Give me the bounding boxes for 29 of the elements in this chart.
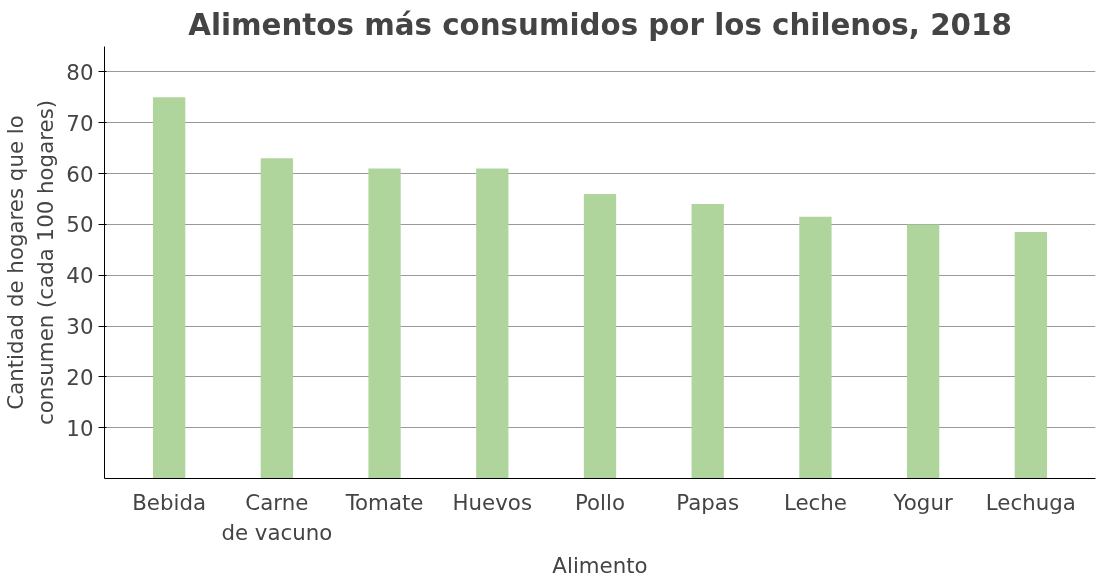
bar [368, 168, 401, 479]
y-tick-label: 10 [66, 415, 94, 441]
x-tick-label: Papas [676, 489, 740, 515]
x-tick-label: Pollo [574, 489, 626, 515]
x-tick-label: Lechuga [985, 489, 1076, 515]
x-tick-label: Bebida [132, 489, 207, 515]
y-tick-label: 80 [66, 59, 94, 85]
y-tick-label: 40 [66, 263, 94, 289]
x-tick-label: Tomate [344, 489, 424, 515]
y-axis-title: Cantidad de hogares que lo consumen (cada 100 hogares) [3, 99, 59, 426]
x-axis-title: Alimento [552, 552, 648, 578]
y-tick-label: 60 [66, 161, 94, 187]
bar [1014, 232, 1048, 479]
bar [260, 158, 294, 479]
bar [476, 168, 509, 479]
bar [691, 204, 724, 479]
bar [152, 97, 186, 479]
x-tick-label: Huevos [452, 489, 533, 515]
y-tick-label: 30 [66, 314, 94, 340]
x-tick-label: Yogur [892, 489, 953, 515]
bar [799, 216, 832, 479]
y-tick-label: 70 [66, 110, 94, 136]
chart-title: Alimentos más consumidos por los chilenos, 2018 [188, 7, 1012, 42]
x-tick-label: Leche [783, 489, 847, 515]
x-tick-label: Carne de vacuno [221, 489, 333, 545]
bar [906, 224, 940, 479]
y-tick-label: 20 [66, 364, 94, 390]
y-tick-label: 50 [66, 212, 94, 238]
bar [583, 193, 617, 479]
